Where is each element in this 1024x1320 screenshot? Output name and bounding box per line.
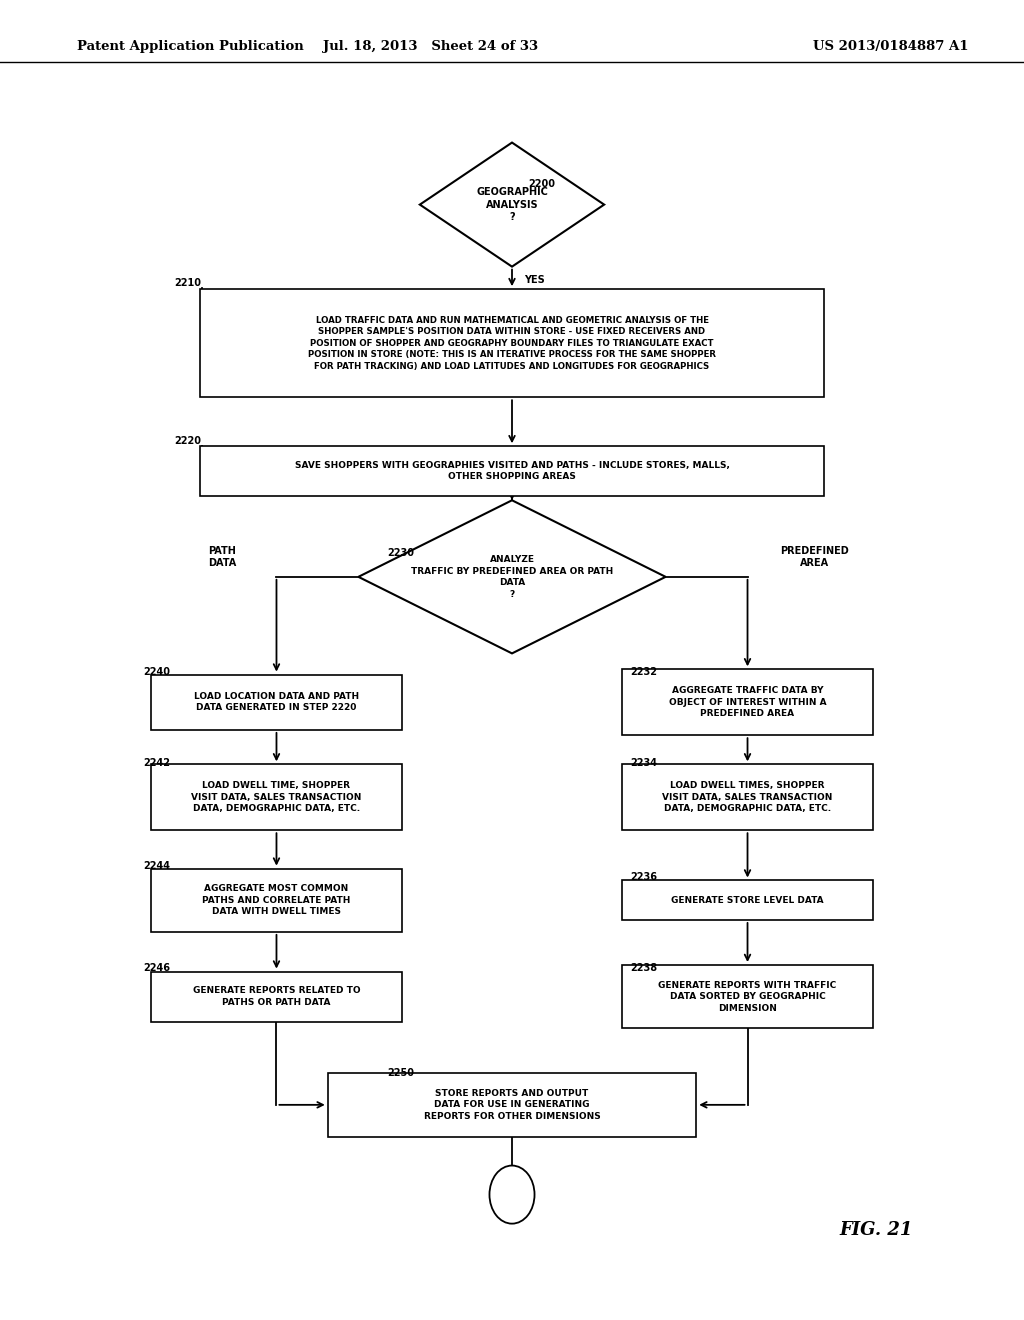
Circle shape bbox=[489, 1166, 535, 1224]
Text: ANALYZE
TRAFFIC BY PREDEFINED AREA OR PATH
DATA
?: ANALYZE TRAFFIC BY PREDEFINED AREA OR PA… bbox=[411, 556, 613, 598]
FancyBboxPatch shape bbox=[328, 1073, 696, 1137]
Text: 2250: 2250 bbox=[387, 1068, 414, 1078]
FancyBboxPatch shape bbox=[200, 446, 824, 496]
Polygon shape bbox=[420, 143, 604, 267]
Text: 2210: 2210 bbox=[174, 277, 201, 288]
Text: PREDEFINED
AREA: PREDEFINED AREA bbox=[779, 546, 849, 568]
Text: PATH
DATA: PATH DATA bbox=[208, 546, 237, 568]
Text: SAVE SHOPPERS WITH GEOGRAPHIES VISITED AND PATHS - INCLUDE STORES, MALLS,
OTHER : SAVE SHOPPERS WITH GEOGRAPHIES VISITED A… bbox=[295, 461, 729, 482]
Text: 2246: 2246 bbox=[143, 962, 170, 973]
Text: GENERATE REPORTS RELATED TO
PATHS OR PATH DATA: GENERATE REPORTS RELATED TO PATHS OR PAT… bbox=[193, 986, 360, 1007]
Text: 2234: 2234 bbox=[630, 758, 656, 768]
FancyBboxPatch shape bbox=[152, 869, 401, 932]
Text: 2244: 2244 bbox=[143, 861, 170, 871]
Text: 2242: 2242 bbox=[143, 758, 170, 768]
Text: LOAD DWELL TIME, SHOPPER
VISIT DATA, SALES TRANSACTION
DATA, DEMOGRAPHIC DATA, E: LOAD DWELL TIME, SHOPPER VISIT DATA, SAL… bbox=[191, 781, 361, 813]
FancyBboxPatch shape bbox=[622, 880, 872, 920]
FancyBboxPatch shape bbox=[152, 764, 401, 830]
Text: 2240: 2240 bbox=[143, 667, 170, 677]
Polygon shape bbox=[358, 500, 666, 653]
Text: YES: YES bbox=[524, 275, 545, 285]
FancyBboxPatch shape bbox=[622, 965, 872, 1028]
Text: GENERATE STORE LEVEL DATA: GENERATE STORE LEVEL DATA bbox=[671, 896, 824, 904]
Text: 2200: 2200 bbox=[528, 178, 555, 189]
FancyBboxPatch shape bbox=[152, 675, 401, 730]
Text: 2230: 2230 bbox=[387, 548, 414, 558]
Text: 2232: 2232 bbox=[630, 667, 656, 677]
Text: US 2013/0184887 A1: US 2013/0184887 A1 bbox=[813, 40, 969, 53]
Text: LOAD DWELL TIMES, SHOPPER
VISIT DATA, SALES TRANSACTION
DATA, DEMOGRAPHIC DATA, : LOAD DWELL TIMES, SHOPPER VISIT DATA, SA… bbox=[663, 781, 833, 813]
Text: FIG. 21: FIG. 21 bbox=[840, 1221, 913, 1239]
Text: GENERATE REPORTS WITH TRAFFIC
DATA SORTED BY GEOGRAPHIC
DIMENSION: GENERATE REPORTS WITH TRAFFIC DATA SORTE… bbox=[658, 981, 837, 1012]
Text: Patent Application Publication: Patent Application Publication bbox=[77, 40, 303, 53]
FancyBboxPatch shape bbox=[622, 764, 872, 830]
Text: AGGREGATE MOST COMMON
PATHS AND CORRELATE PATH
DATA WITH DWELL TIMES: AGGREGATE MOST COMMON PATHS AND CORRELAT… bbox=[203, 884, 350, 916]
Text: GEOGRAPHIC
ANALYSIS
?: GEOGRAPHIC ANALYSIS ? bbox=[476, 187, 548, 222]
Text: LOAD TRAFFIC DATA AND RUN MATHEMATICAL AND GEOMETRIC ANALYSIS OF THE
SHOPPER SAM: LOAD TRAFFIC DATA AND RUN MATHEMATICAL A… bbox=[308, 315, 716, 371]
Text: STORE REPORTS AND OUTPUT
DATA FOR USE IN GENERATING
REPORTS FOR OTHER DIMENSIONS: STORE REPORTS AND OUTPUT DATA FOR USE IN… bbox=[424, 1089, 600, 1121]
Text: Jul. 18, 2013   Sheet 24 of 33: Jul. 18, 2013 Sheet 24 of 33 bbox=[323, 40, 538, 53]
Text: AGGREGATE TRAFFIC DATA BY
OBJECT OF INTEREST WITHIN A
PREDEFINED AREA: AGGREGATE TRAFFIC DATA BY OBJECT OF INTE… bbox=[669, 686, 826, 718]
FancyBboxPatch shape bbox=[622, 669, 872, 735]
Text: LOAD LOCATION DATA AND PATH
DATA GENERATED IN STEP 2220: LOAD LOCATION DATA AND PATH DATA GENERAT… bbox=[194, 692, 359, 713]
Text: 2236: 2236 bbox=[630, 871, 656, 882]
Text: 2238: 2238 bbox=[630, 962, 656, 973]
Text: 2220: 2220 bbox=[174, 436, 201, 446]
FancyBboxPatch shape bbox=[200, 289, 824, 397]
FancyBboxPatch shape bbox=[152, 972, 401, 1022]
